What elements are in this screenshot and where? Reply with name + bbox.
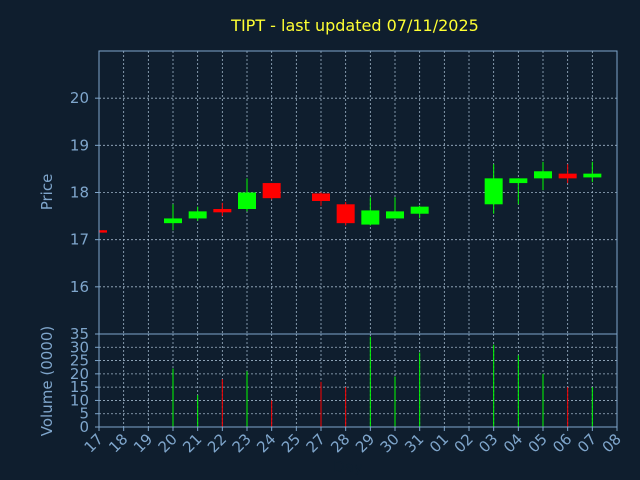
volume-tick-label: 10 (70, 391, 89, 409)
volume-axis-label: Volume (0000) (38, 326, 56, 436)
candle-body (386, 211, 404, 219)
x-tick-label: 06 (549, 430, 575, 456)
x-tick-label: 24 (253, 430, 279, 456)
price-tick-label: 20 (70, 89, 89, 107)
x-tick-label: 02 (451, 430, 477, 456)
x-tick-label: 30 (377, 430, 403, 456)
x-tick-label: 19 (130, 430, 156, 456)
x-tick-label: 18 (105, 430, 131, 456)
candle-body (410, 206, 429, 214)
axis-layer: 1617181920051015202530351718192021222324… (70, 89, 625, 456)
x-tick-label: 01 (426, 430, 452, 456)
candle-body (558, 173, 577, 179)
x-tick-label: 28 (327, 430, 353, 456)
x-axis-label: Day (333, 458, 363, 476)
price-tick-label: 17 (70, 231, 89, 249)
x-tick-label: 23 (229, 430, 255, 456)
candle-body (583, 173, 602, 178)
price-tick-label: 19 (70, 136, 89, 154)
x-tick-label: 25 (278, 430, 304, 456)
volume-tick-label: 15 (70, 378, 89, 396)
volume-tick-label: 5 (79, 405, 89, 423)
volume-tick-label: 25 (70, 352, 89, 370)
x-tick-label: 07 (574, 430, 600, 456)
x-tick-label: 03 (475, 430, 501, 456)
candle-body (534, 171, 552, 179)
candle-body (238, 192, 256, 210)
x-tick-label: 20 (155, 430, 181, 456)
x-tick-label: 04 (500, 430, 526, 456)
volume-tick-label: 35 (70, 325, 89, 343)
x-tick-label: 31 (401, 430, 427, 456)
volume-tick-label: 30 (70, 338, 89, 356)
chart-title: TIPT - last updated 07/11/2025 (230, 16, 479, 35)
candle-body (188, 211, 207, 219)
candle-body (361, 210, 380, 225)
candle-body (509, 178, 528, 184)
x-tick-label: 22 (204, 430, 230, 456)
x-tick-label: 29 (352, 430, 378, 456)
x-tick-label: 05 (525, 430, 551, 456)
volume-tick-label: 0 (79, 418, 89, 436)
x-tick-label: 08 (599, 430, 625, 456)
volume-panel-frame (98, 333, 618, 428)
price-tick-label: 16 (70, 278, 89, 296)
grid-layer (99, 51, 617, 427)
price-axis-label: Price (38, 174, 56, 211)
candle-body (336, 204, 355, 224)
candle-body (484, 178, 503, 205)
marks-layer (99, 161, 602, 427)
candle-body (262, 183, 281, 199)
x-tick-label: 21 (179, 430, 205, 456)
candle-body (213, 209, 232, 213)
candle-body (164, 218, 182, 224)
candle-body (312, 193, 330, 201)
volume-tick-label: 20 (70, 365, 89, 383)
price-tick-label: 18 (70, 184, 89, 202)
candle-body (99, 230, 107, 233)
x-tick-label: 27 (303, 430, 329, 456)
